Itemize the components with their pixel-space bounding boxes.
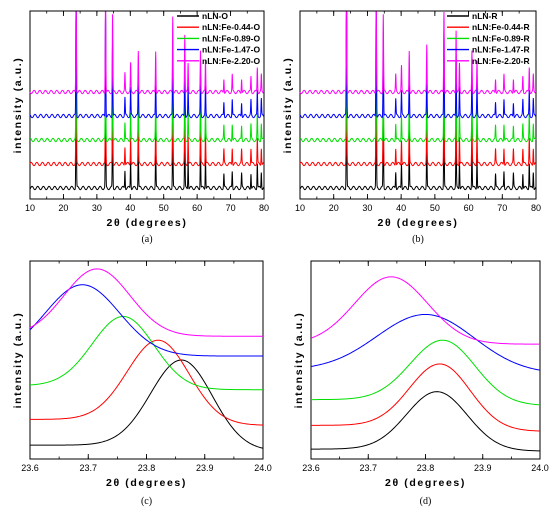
plot-frame — [310, 260, 541, 460]
series-line — [29, 11, 265, 143]
panel-label: (a) — [141, 234, 152, 245]
x-tick-label: 10 — [25, 203, 35, 213]
x-tick-label: 40 — [125, 203, 135, 213]
series-line — [299, 11, 537, 143]
x-tick-label: 10 — [295, 203, 305, 213]
y-axis-label: intensity (a.u.) — [293, 312, 305, 409]
y-axis-label: intensity (a.u.) — [282, 57, 294, 154]
x-tick-label: 20 — [329, 203, 339, 213]
chart-panel-a: 10 20 30 40 50 60 70 80 2θ (degrees) intensity (a… — [12, 10, 269, 245]
series-line — [299, 11, 537, 95]
series-line — [29, 11, 265, 95]
x-tick-label: 70 — [497, 203, 507, 213]
panel-label: (c) — [141, 496, 152, 507]
x-tick-label: 23.8 — [417, 463, 435, 473]
legend-label: nLN:Fe-0.89-R — [472, 33, 530, 43]
legend-label: nLN:Fe-2.20-R — [472, 56, 530, 66]
series-line — [310, 313, 541, 371]
series-line — [299, 22, 537, 167]
x-tick-label: 23.9 — [196, 463, 214, 473]
legend-label: nLN:Fe-0.44-O — [202, 22, 260, 32]
legend-label: nLN-O — [202, 11, 228, 21]
legend-label: nLN:Fe-1.47-O — [202, 45, 260, 55]
x-tick-label: 80 — [531, 203, 541, 213]
x-tick-label: 50 — [430, 203, 440, 213]
chart-panel-d: 23.6 23.7 23.8 23.9 24.0 2θ (degrees) intensit… — [293, 260, 549, 507]
x-tick-label: 24.0 — [254, 463, 272, 473]
x-tick-label: 40 — [396, 203, 406, 213]
panel-label: (b) — [412, 234, 424, 245]
plot-frame — [29, 260, 264, 460]
chart-panel-b: 10 20 30 40 50 60 70 80 2θ (degrees) intensity (a… — [282, 10, 541, 245]
series-line — [311, 391, 541, 452]
x-tick-label: 23.6 — [21, 463, 39, 473]
x-axis-label: 2θ (degrees) — [106, 477, 187, 489]
legend-label: nLN:Fe-0.89-O — [202, 33, 260, 43]
x-tick-label: 30 — [362, 203, 372, 213]
series-line — [299, 47, 537, 191]
x-tick-label: 23.6 — [302, 463, 320, 473]
series-line — [29, 339, 264, 426]
x-tick-label: 30 — [92, 203, 102, 213]
x-tick-label: 23.7 — [79, 463, 97, 473]
x-tick-label: 24.0 — [531, 463, 549, 473]
legend-label: nLN-R — [472, 11, 498, 21]
series-line — [29, 47, 265, 191]
x-tick-label: 80 — [259, 203, 269, 213]
legend-label: nLN:Fe-1.47-R — [472, 45, 530, 55]
x-tick-label: 23.7 — [359, 463, 377, 473]
series-line — [30, 359, 264, 449]
x-axis-label: 2θ (degrees) — [385, 477, 466, 489]
series-line — [29, 315, 263, 391]
y-axis-label: intensity (a.u.) — [12, 312, 24, 409]
series-line — [299, 11, 537, 119]
chart-panel-c: 23.6 23.7 23.8 23.9 24.0 2θ (degrees) intensit… — [12, 260, 272, 507]
series-line — [29, 268, 263, 337]
x-axis-label: 2θ (degrees) — [378, 217, 459, 229]
series-line — [29, 22, 265, 167]
series-line — [311, 363, 541, 432]
x-tick-label: 70 — [226, 203, 236, 213]
panel-label: (d) — [420, 496, 432, 507]
series-line — [29, 11, 265, 119]
series-line — [311, 339, 541, 406]
legend-label: nLN:Fe-0.44-R — [472, 22, 530, 32]
x-tick-label: 23.8 — [138, 463, 156, 473]
x-tick-label: 23.9 — [474, 463, 492, 473]
y-axis-label: intensity (a.u.) — [12, 57, 24, 154]
series-line — [310, 276, 540, 345]
legend-label: nLN:Fe-2.20-O — [202, 56, 260, 66]
x-tick-label: 60 — [192, 203, 202, 213]
x-axis-label: 2θ (degrees) — [107, 217, 188, 229]
x-tick-label: 60 — [464, 203, 474, 213]
x-tick-label: 50 — [159, 203, 169, 213]
x-tick-label: 20 — [58, 203, 68, 213]
